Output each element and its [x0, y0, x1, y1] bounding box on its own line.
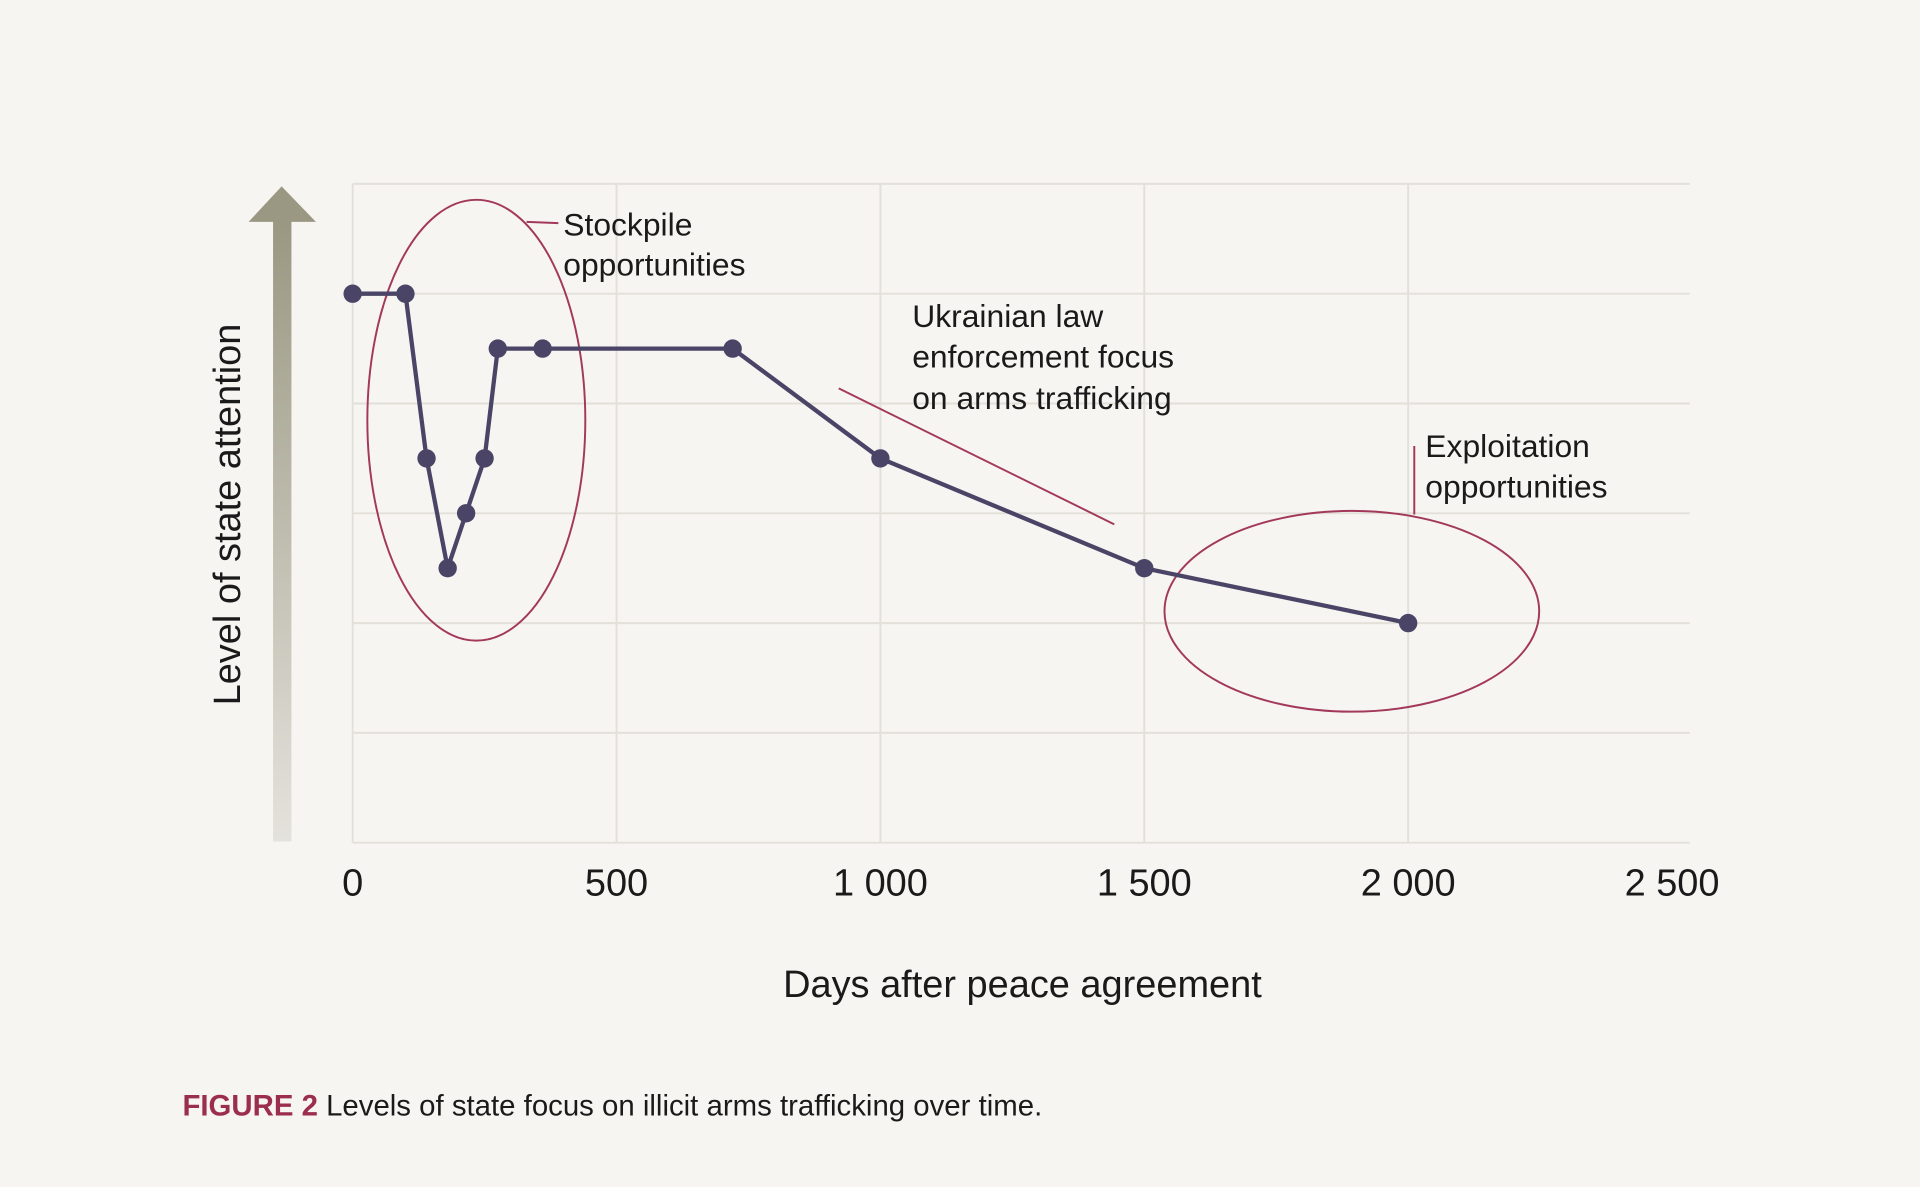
annotation-enforcement: Ukrainian law enforcement focus on arms … — [912, 298, 1183, 416]
annotation-line: opportunities — [1425, 468, 1607, 504]
series-path — [352, 291, 1409, 626]
x-tick-label: 500 — [585, 862, 648, 904]
series-line — [343, 284, 1418, 633]
data-point — [475, 449, 494, 468]
annotation-line: Stockpile — [563, 206, 692, 242]
annotation-line: enforcement focus — [912, 339, 1174, 375]
y-axis-label: Level of state attention — [207, 324, 249, 706]
data-point — [396, 284, 415, 303]
data-point — [438, 559, 457, 578]
data-point — [488, 339, 507, 358]
data-point — [1398, 613, 1418, 633]
data-point — [723, 339, 742, 358]
data-point — [343, 284, 362, 303]
annotation-line: Exploitation — [1425, 428, 1590, 464]
figure-label: FIGURE 2 — [182, 1090, 317, 1123]
annotation-line: Ukrainian law — [912, 298, 1104, 334]
data-point — [456, 504, 476, 523]
x-tick-labels: 0 500 1 000 1 500 2 000 2 500 — [342, 862, 1719, 904]
x-tick-label: 2 500 — [1625, 862, 1720, 904]
grid — [351, 182, 1690, 844]
annotations — [366, 198, 1541, 713]
data-point — [871, 449, 890, 468]
data-point — [417, 449, 436, 468]
enforcement-trend-line — [838, 387, 1115, 526]
y-axis-arrow — [248, 186, 316, 842]
annotation-line: opportunities — [563, 247, 745, 283]
x-tick-label: 1 000 — [833, 862, 928, 904]
y-axis-arrow-shaft — [273, 220, 292, 842]
exploitation-ellipse — [1163, 509, 1541, 713]
x-tick-label: 1 500 — [1097, 862, 1192, 904]
data-point — [1135, 559, 1154, 578]
x-axis-label: Days after peace agreement — [783, 964, 1262, 1006]
annotation-exploitation: Exploitation opportunities — [1425, 428, 1607, 504]
stockpile-ellipse — [366, 198, 587, 642]
figure-caption-text: Levels of state focus on illicit arms tr… — [318, 1090, 1042, 1123]
data-point — [533, 339, 552, 358]
annotation-line: on arms trafficking — [912, 380, 1171, 416]
stockpile-leader-line — [526, 220, 559, 225]
x-tick-label: 0 — [342, 862, 363, 904]
annotation-stockpile: Stockpile opportunities — [563, 206, 745, 282]
figure-caption: FIGURE 2 Levels of state focus on illici… — [182, 1090, 1042, 1123]
y-axis-arrow-head — [248, 186, 316, 222]
x-tick-label: 2 000 — [1361, 862, 1456, 904]
